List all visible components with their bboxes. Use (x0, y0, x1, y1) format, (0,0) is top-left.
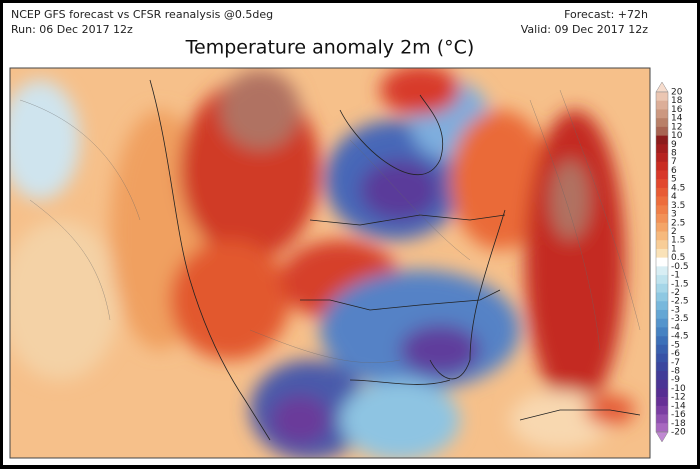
colorbar-label: -7 (671, 358, 680, 368)
colorbar-segment (656, 353, 668, 363)
colorbar-segment (656, 292, 668, 302)
colorbar-segment (656, 92, 668, 102)
colorbar-label: 6 (671, 166, 677, 176)
colorbar-label: -4.5 (671, 332, 689, 342)
wind-streamlines (19, 89, 641, 363)
colorbar-label: -1.5 (671, 279, 689, 289)
colorbar-segment (656, 126, 668, 136)
colorbar-label: -5 (671, 340, 680, 350)
colorbar-segment (656, 423, 668, 433)
colorbar-segment (656, 100, 668, 110)
map-figure: NCEP GFS forecast vs CFSR reanalysis @0.… (9, 8, 689, 459)
model-label: NCEP GFS forecast vs CFSR reanalysis @0.… (11, 8, 273, 21)
colorbar-label: -12 (671, 393, 686, 403)
colorbar-label: 5 (671, 175, 677, 185)
colorbar-label: -16 (671, 410, 686, 420)
map-border (9, 67, 651, 459)
colorbar-segment (656, 318, 668, 328)
colorbar-label: -3 (671, 305, 680, 315)
colorbar-segment (656, 344, 668, 354)
colorbar-segment (656, 153, 668, 163)
colorbar-label: -18 (671, 419, 686, 429)
forecast-label: Forecast: +72h (564, 8, 648, 21)
colorbar-label: 7 (671, 157, 677, 167)
colorbar-label: 3 (671, 210, 677, 220)
colorbar-label: -6 (671, 349, 680, 359)
colorbar-label: 4.5 (671, 183, 685, 193)
colorbar-label: 1 (671, 244, 677, 254)
colorbar-label: 10 (671, 131, 683, 141)
colorbar-label: -4 (671, 323, 680, 333)
colorbar-segment (656, 135, 668, 145)
colorbar-segment (656, 397, 668, 407)
colorbar-segment (656, 179, 668, 189)
colorbar-label: -2.5 (671, 297, 689, 307)
colorbar-label: 1.5 (671, 236, 685, 246)
colorbar-label: -9 (671, 375, 680, 385)
colorbar-label: 2 (671, 227, 677, 237)
colorbar-segment (656, 275, 668, 285)
colorbar-segment (656, 109, 668, 119)
colorbar-label: -8 (671, 366, 680, 376)
colorbar-segment (656, 248, 668, 258)
colorbar-label: 4 (671, 192, 677, 202)
colorbar-label: 3.5 (671, 201, 685, 211)
colorbar-label: 9 (671, 140, 677, 150)
colorbar-segment (656, 379, 668, 389)
colorbar-label: 2.5 (671, 218, 685, 228)
colorbar-segment (656, 205, 668, 215)
colorbar-segment (656, 222, 668, 232)
colorbar: 201816141210987654.543.532.521.510.5-0.5… (655, 81, 689, 443)
colorbar-segment (656, 327, 668, 337)
map-title: Temperature anomaly 2m (°C) (185, 37, 475, 59)
colorbar-segment (656, 405, 668, 415)
colorbar-label: -3.5 (671, 314, 689, 324)
coastlines (149, 79, 641, 441)
colorbar-label: 12 (671, 122, 682, 132)
colorbar-segment (656, 170, 668, 180)
colorbar-segment (656, 240, 668, 250)
colorbar-label: -10 (671, 384, 686, 394)
colorbar-segment (656, 187, 668, 197)
colorbar-segment (656, 196, 668, 206)
colorbar-segment (656, 336, 668, 346)
colorbar-label: 0.5 (671, 253, 685, 263)
colorbar-extend-bottom (655, 431, 669, 443)
colorbar-label: -14 (671, 401, 686, 411)
colorbar-segment (656, 118, 668, 128)
colorbar-label: -2 (671, 288, 680, 298)
map-area (10, 68, 650, 458)
colorbar-segment (656, 414, 668, 424)
colorbar-label: 16 (671, 105, 683, 115)
colorbar-label: 14 (671, 114, 683, 124)
run-label: Run: 06 Dec 2017 12z (11, 23, 133, 36)
valid-label: Valid: 09 Dec 2017 12z (521, 23, 648, 36)
colorbar-segment (656, 161, 668, 171)
colorbar-extend-top (655, 81, 669, 93)
colorbar-label: -1 (671, 271, 680, 281)
colorbar-outline (655, 91, 669, 433)
colorbar-segment (656, 301, 668, 311)
colorbar-segment (656, 144, 668, 154)
colorbar-segment (656, 283, 668, 293)
colorbar-label: 8 (671, 149, 677, 159)
colorbar-segment (656, 362, 668, 372)
colorbar-segment (656, 370, 668, 380)
colorbar-label: 18 (671, 96, 683, 106)
colorbar-segment (656, 309, 668, 319)
colorbar-segment (656, 388, 668, 398)
colorbar-label: 20 (671, 88, 683, 98)
colorbar-label: -20 (671, 428, 686, 438)
colorbar-label: -0.5 (671, 262, 689, 272)
colorbar-segment (656, 231, 668, 241)
frame: NCEP GFS forecast vs CFSR reanalysis @0.… (3, 3, 697, 465)
colorbar-segment (656, 266, 668, 276)
colorbar-segment (656, 214, 668, 224)
colorbar-segment (656, 257, 668, 267)
